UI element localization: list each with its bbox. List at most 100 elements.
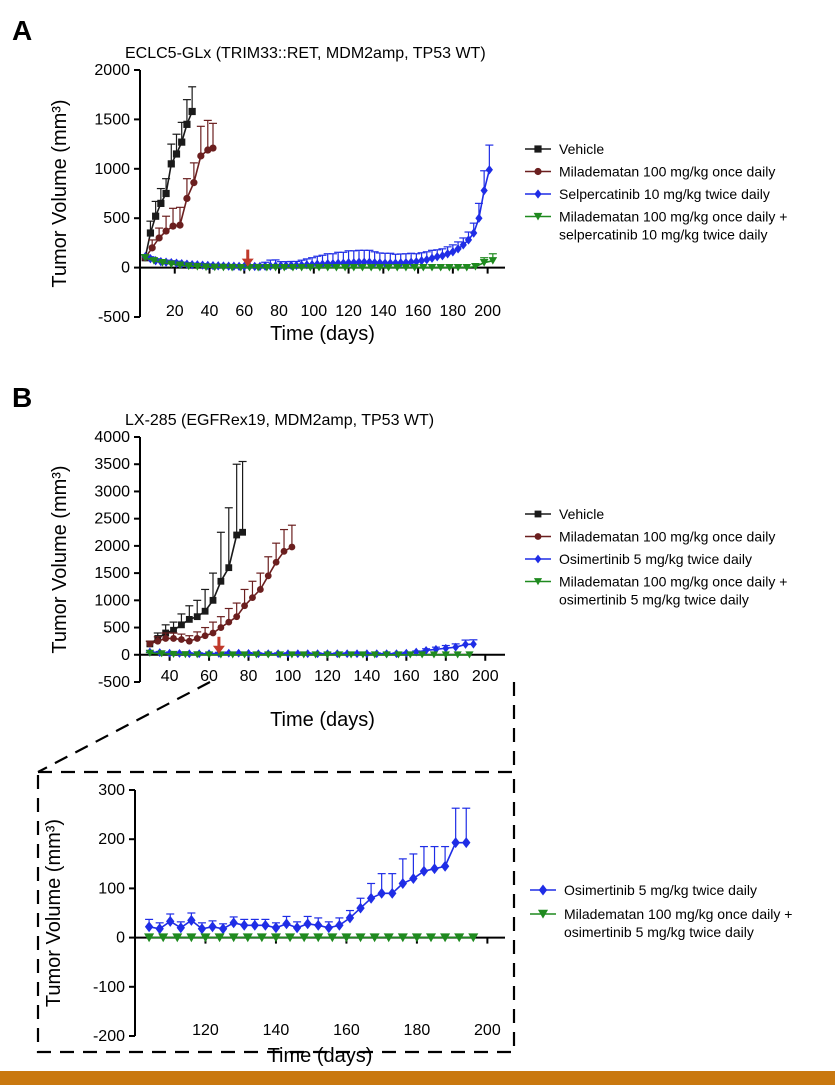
data-point — [158, 259, 167, 267]
y-tick-label: 500 — [103, 620, 130, 637]
series-1 — [144, 807, 471, 935]
data-point — [323, 651, 332, 659]
data-point — [193, 613, 201, 621]
data-point — [242, 933, 253, 943]
data-point — [288, 543, 296, 551]
data-point — [236, 264, 246, 272]
x-tick-label: 40 — [161, 668, 179, 685]
data-point — [383, 933, 394, 943]
data-point — [442, 643, 450, 653]
data-point — [470, 639, 477, 649]
data-point — [162, 227, 170, 235]
data-point — [468, 933, 479, 943]
data-point — [228, 933, 239, 943]
data-point — [229, 917, 238, 929]
x-tick-label: 160 — [405, 303, 432, 320]
data-point — [261, 919, 270, 931]
data-point — [146, 229, 155, 237]
legend-entry: Vehicle — [525, 141, 604, 157]
data-point — [306, 264, 315, 272]
data-point — [262, 264, 272, 272]
data-point — [166, 260, 176, 269]
data-point — [204, 651, 214, 659]
data-point — [201, 607, 209, 615]
data-point — [369, 933, 380, 943]
data-point — [423, 255, 431, 265]
data-point — [428, 253, 436, 263]
chart-title: LX-285 (EGFRex19, MDM2amp, TP53 WT) — [125, 412, 434, 429]
data-point — [219, 263, 228, 272]
data-point — [272, 558, 280, 566]
data-point — [454, 244, 462, 254]
y-tick-label: -500 — [98, 309, 130, 326]
panel-b-letter: B — [12, 382, 32, 413]
data-point — [282, 918, 291, 930]
x-tick-label: 180 — [432, 668, 459, 685]
data-point — [347, 651, 356, 659]
data-point — [181, 651, 190, 659]
series-line — [148, 841, 467, 930]
legend-label: Osimertinib 5 mg/kg twice daily — [564, 882, 757, 898]
data-point — [377, 887, 386, 899]
data-point — [188, 107, 196, 116]
x-tick-label: 80 — [240, 668, 258, 685]
data-point — [288, 264, 298, 272]
data-point — [449, 247, 457, 257]
data-point — [445, 264, 454, 272]
y-tick-label: -500 — [98, 674, 130, 691]
data-point — [453, 651, 462, 659]
y-tick-label: 300 — [98, 782, 125, 799]
data-point — [427, 264, 437, 272]
data-point — [145, 649, 154, 657]
zoom-callout — [36, 681, 516, 1054]
data-point — [188, 259, 196, 270]
data-point — [175, 261, 185, 270]
y-tick-label: 2000 — [94, 538, 130, 555]
data-point — [479, 259, 489, 267]
data-point — [339, 258, 347, 268]
data-point — [411, 933, 422, 943]
data-point — [335, 651, 344, 659]
y-tick-label: 1500 — [94, 111, 130, 128]
data-point — [349, 264, 359, 272]
y-tick-label: 200 — [98, 831, 125, 848]
data-point — [475, 213, 483, 223]
data-point — [433, 252, 441, 262]
data-point — [406, 651, 415, 659]
legend-marker — [534, 533, 542, 540]
data-point — [376, 258, 384, 268]
data-point — [210, 263, 220, 272]
data-point — [201, 263, 211, 272]
x-tick-label: 100 — [300, 303, 327, 320]
y-tick-label: -200 — [93, 1028, 125, 1045]
data-point — [355, 933, 366, 943]
data-point — [187, 914, 196, 926]
data-point — [430, 863, 439, 875]
data-point — [471, 263, 480, 271]
y-tick-label: 1000 — [94, 592, 130, 609]
data-point — [209, 596, 217, 604]
series-4 — [140, 253, 498, 272]
series-2 — [141, 119, 217, 262]
data-point — [343, 649, 351, 659]
data-point — [225, 618, 233, 626]
y-axis-label: Tumor Volume (mm³) — [49, 99, 71, 287]
x-tick-label: 140 — [354, 668, 381, 685]
chart-b: LX-285 (EGFRex19, MDM2amp, TP53 WT) -500 0… — [49, 412, 787, 731]
treatment-arrow-head — [212, 645, 225, 654]
data-point — [178, 636, 185, 643]
data-point — [294, 649, 302, 659]
data-point — [341, 933, 352, 943]
data-point — [155, 923, 164, 935]
data-point — [233, 531, 241, 539]
data-point — [172, 150, 181, 158]
x-tick-label: 20 — [166, 303, 184, 320]
data-point — [313, 933, 324, 943]
legend-label: Vehicle — [559, 141, 604, 157]
data-point — [214, 933, 225, 943]
data-point — [279, 264, 289, 272]
x-tick-label: 160 — [393, 668, 420, 685]
x-tick-label: 100 — [275, 668, 302, 685]
chart-b-inset: -200 -100 0 100 200 300 120 140 160 180 200 Time (d… — [43, 782, 792, 1067]
legend-marker — [537, 909, 549, 919]
